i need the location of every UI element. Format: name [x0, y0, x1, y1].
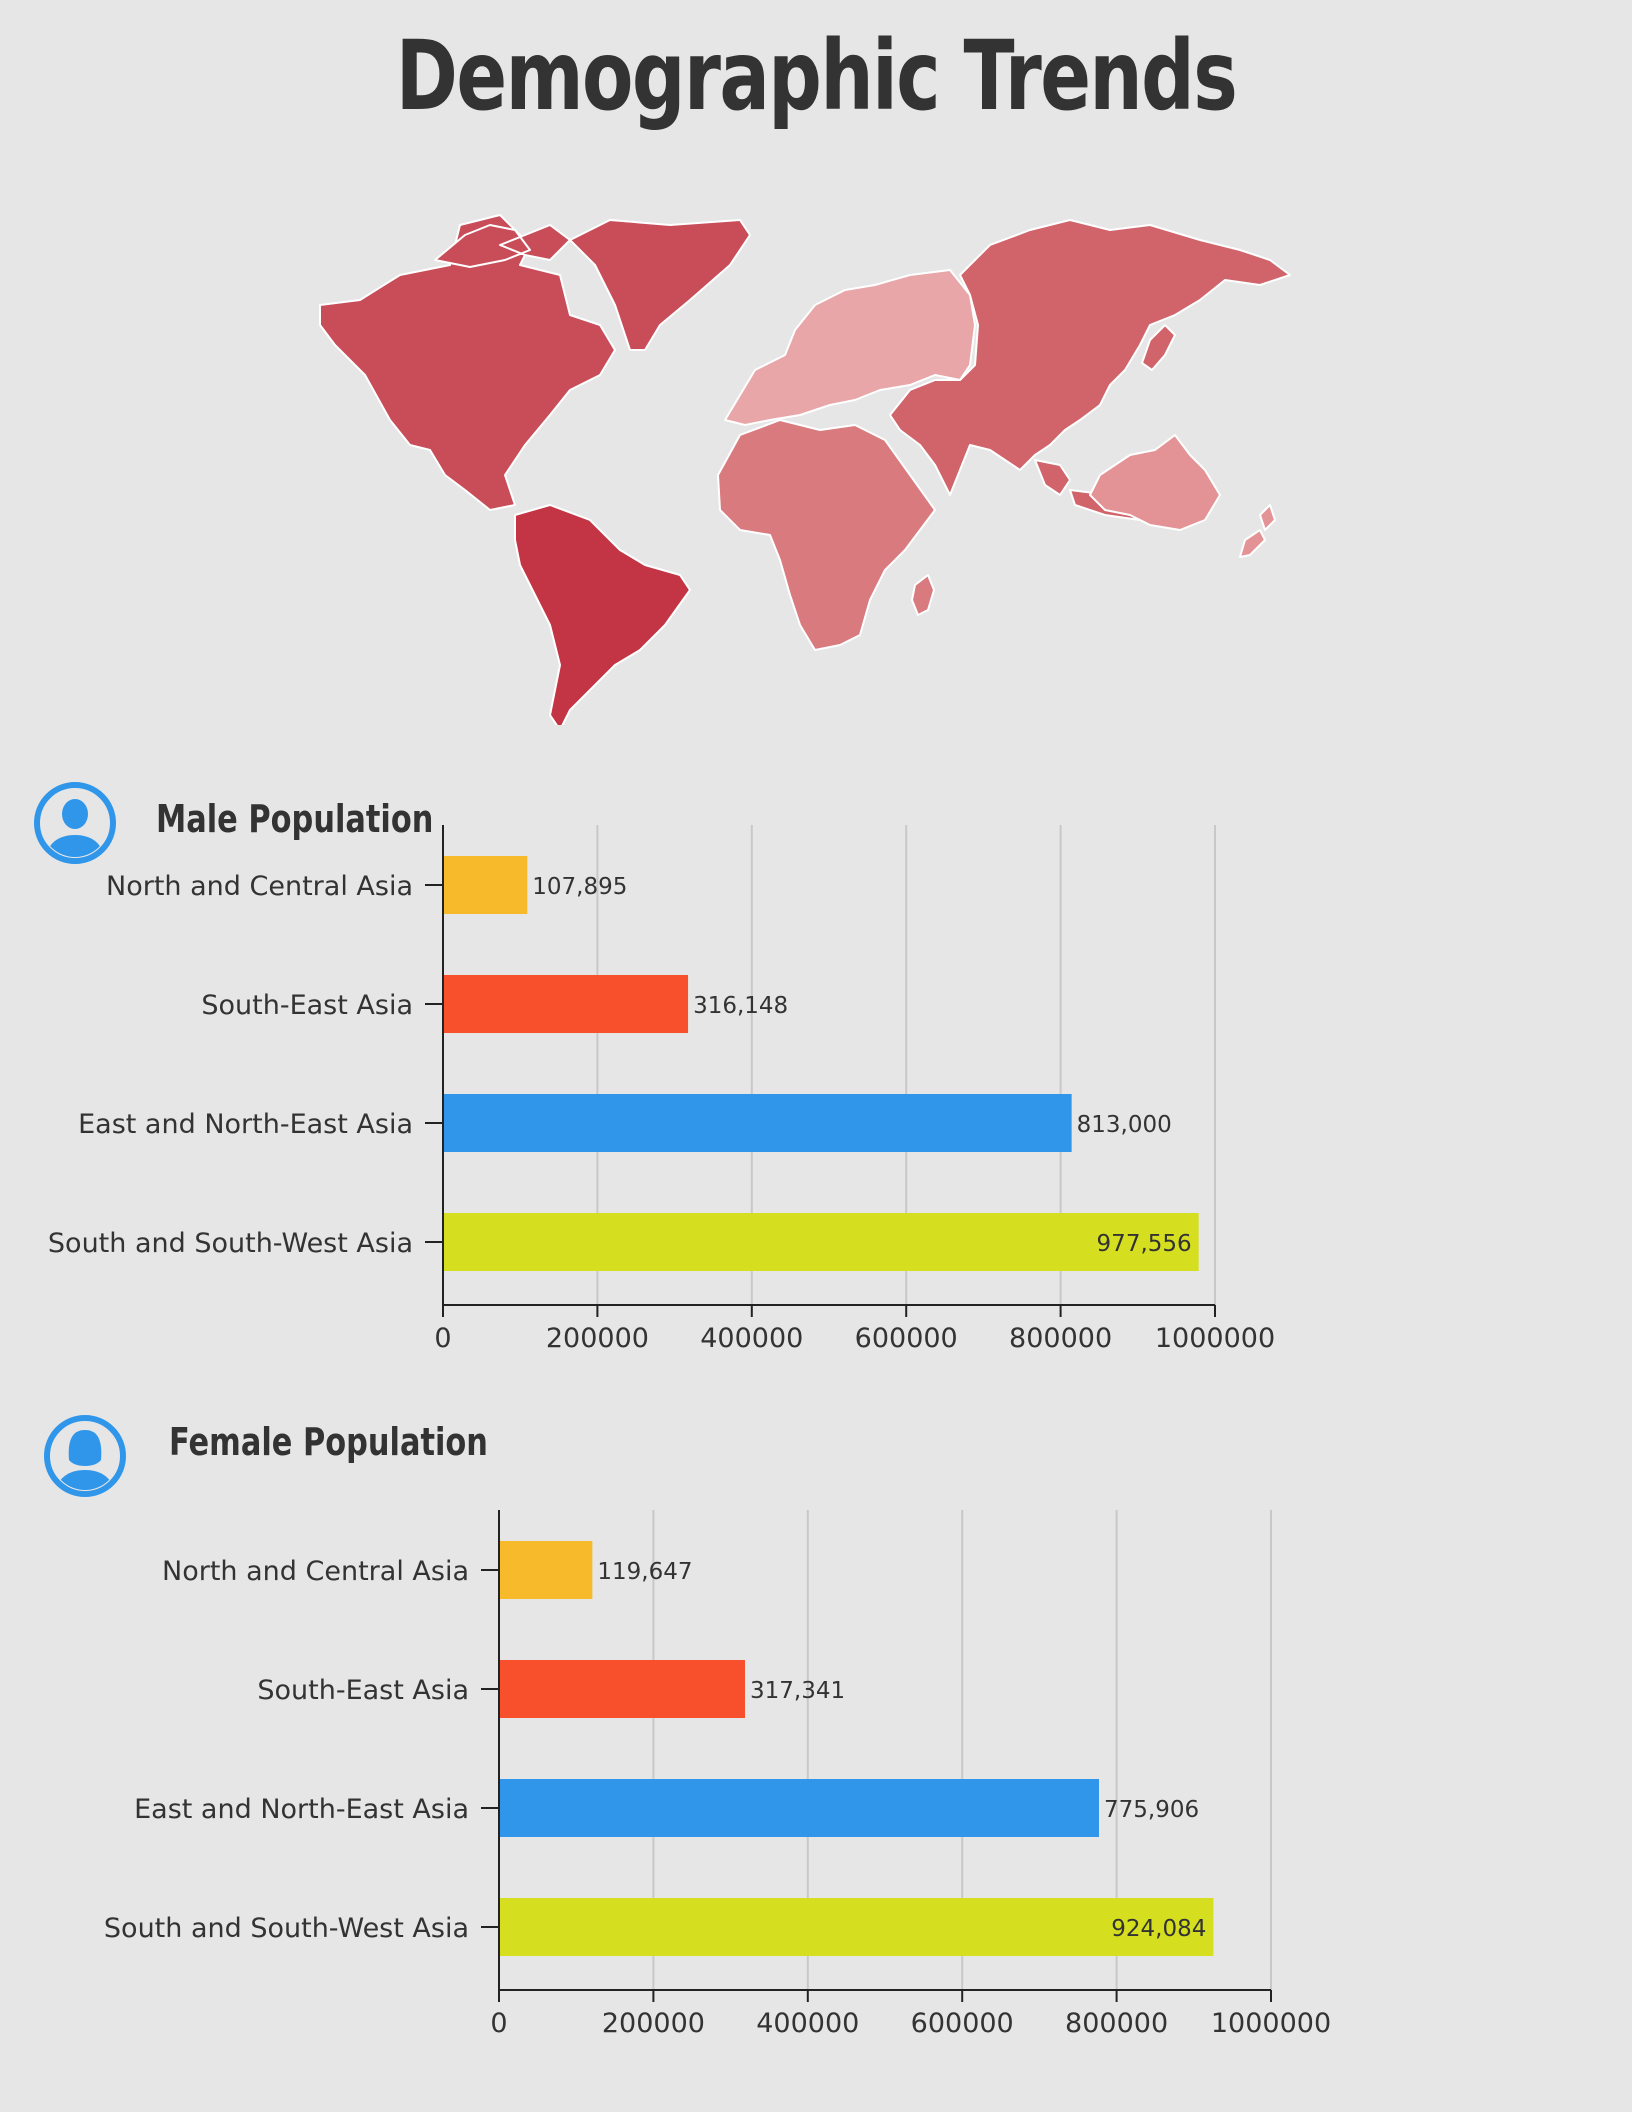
map-africa	[717, 419, 936, 651]
page-title: Demographic Trends	[395, 20, 1238, 132]
bar	[500, 1660, 745, 1718]
bar	[444, 975, 689, 1033]
x-tick-label: 200000	[546, 1323, 649, 1354]
male-user-icon	[34, 782, 116, 864]
value-label: 813,000	[1077, 1112, 1172, 1138]
x-tick-label: 400000	[700, 1323, 803, 1354]
x-tick-label: 400000	[756, 2008, 859, 2039]
x-tick-label: 200000	[602, 2008, 705, 2039]
map-australia	[1089, 434, 1221, 531]
bar	[500, 1779, 1099, 1837]
female-section-title: Female Population	[169, 1420, 488, 1464]
bar	[444, 856, 528, 914]
value-label: 119,647	[597, 1559, 692, 1585]
x-tick-label: 1000000	[1155, 1323, 1275, 1354]
value-label: 107,895	[532, 874, 627, 900]
map-europe	[724, 269, 976, 426]
value-label: 316,148	[693, 993, 788, 1019]
map-north-america	[319, 214, 616, 511]
map-madagascar	[911, 574, 935, 616]
bar	[500, 1541, 593, 1599]
bar	[444, 1213, 1199, 1271]
female-population-chart: 0 200000 400000 600000 800000 1000000 North an…	[104, 1510, 1331, 2039]
category-label: East and North-East Asia	[78, 1109, 413, 1140]
value-label: 317,341	[750, 1678, 845, 1704]
x-tick-label: 0	[434, 1323, 451, 1354]
x-tick-label: 600000	[911, 2008, 1014, 2039]
map-south-america	[514, 504, 691, 725]
map-japan	[1141, 324, 1176, 371]
category-label: East and North-East Asia	[134, 1794, 469, 1825]
category-label: South and South-West Asia	[104, 1913, 469, 1944]
value-label: 977,556	[1097, 1231, 1192, 1257]
value-label: 775,906	[1104, 1797, 1199, 1823]
x-tick-label: 800000	[1065, 2008, 1168, 2039]
x-tick-label: 1000000	[1211, 2008, 1331, 2039]
x-tick-label: 0	[490, 2008, 507, 2039]
bar	[500, 1898, 1214, 1956]
map-canadian-islands	[434, 224, 571, 268]
category-label: South-East Asia	[257, 1675, 469, 1706]
female-user-icon	[44, 1415, 126, 1497]
map-asia	[889, 219, 1291, 496]
category-label: South and South-West Asia	[48, 1228, 413, 1259]
world-map	[319, 214, 1291, 725]
x-tick-label: 600000	[855, 1323, 958, 1354]
bar	[444, 1094, 1072, 1152]
x-tick-label: 800000	[1009, 1323, 1112, 1354]
male-section-title: Male Population	[156, 797, 434, 841]
category-label: North and Central Asia	[106, 871, 413, 902]
map-new-zealand	[1239, 504, 1276, 558]
value-label: 924,084	[1111, 1916, 1206, 1942]
male-population-chart: 0 200000 400000 600000 800000 1000000 North an…	[48, 825, 1275, 1354]
map-greenland	[569, 219, 751, 351]
category-label: South-East Asia	[201, 990, 413, 1021]
category-label: North and Central Asia	[162, 1556, 469, 1587]
